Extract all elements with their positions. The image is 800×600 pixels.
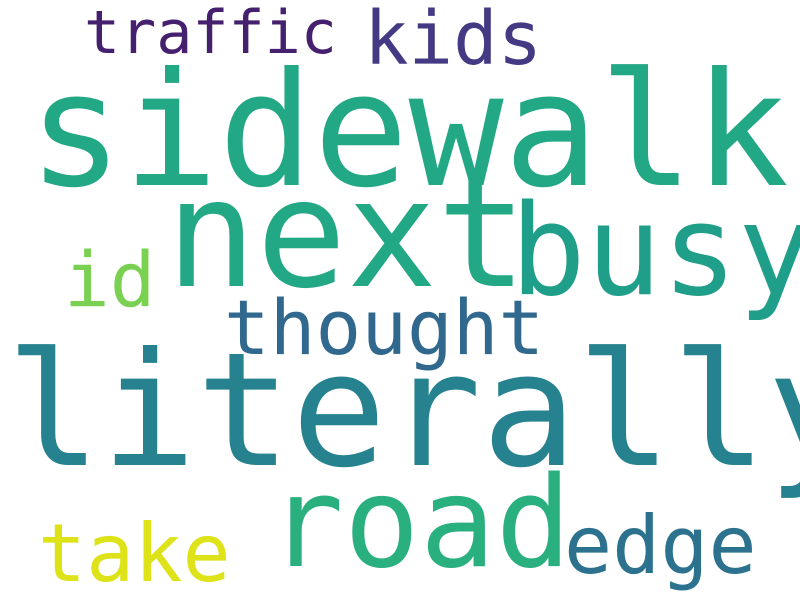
word-take: take [38, 507, 231, 600]
word-id: id [64, 235, 156, 324]
word-road: road [268, 449, 572, 596]
word-busy: busy [510, 177, 800, 324]
word-traffic: traffic [84, 0, 337, 68]
word-sidewalk: sidewalk [28, 39, 789, 223]
word-literally: literally [6, 319, 800, 503]
word-next: next [166, 148, 528, 322]
word-edge: edge [564, 499, 757, 592]
word-kids: kids [364, 0, 543, 82]
word-thought: thought [224, 283, 545, 372]
